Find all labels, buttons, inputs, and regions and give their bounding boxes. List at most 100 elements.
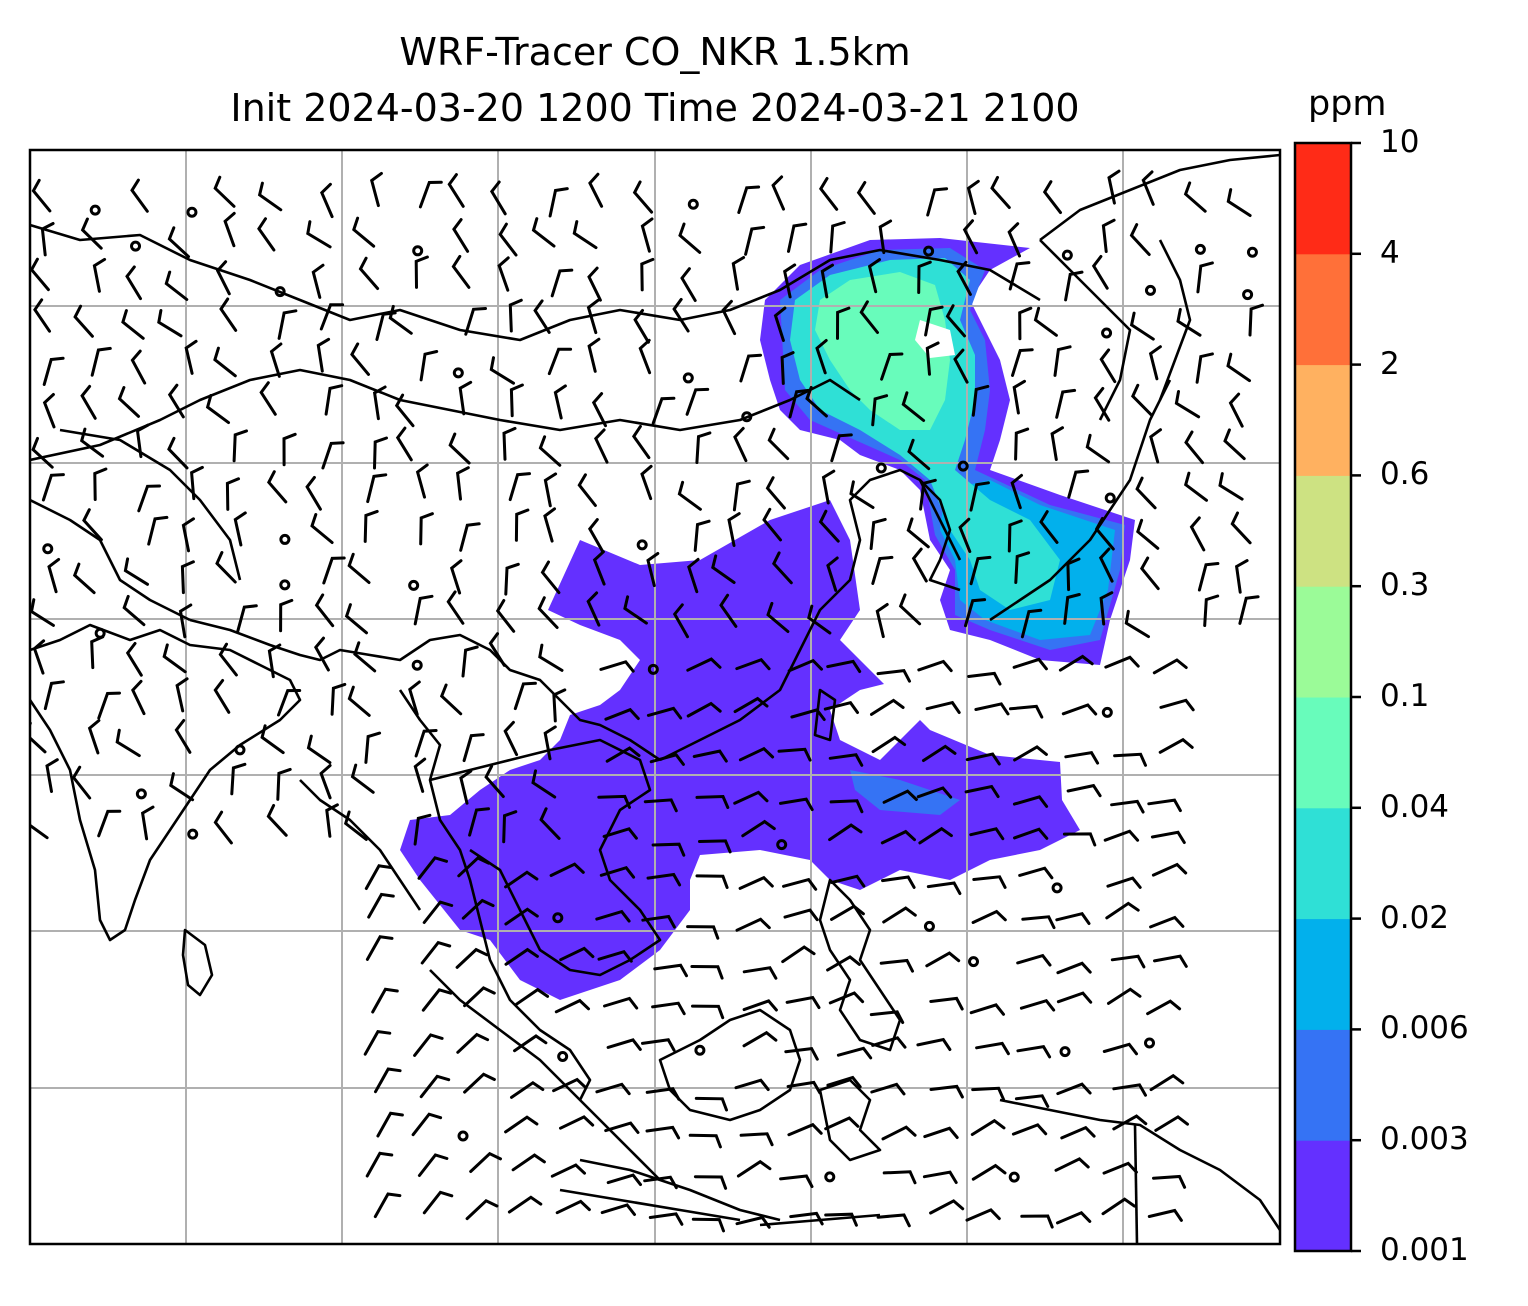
- wind-barb: [311, 263, 325, 299]
- wind-barb: [602, 827, 638, 840]
- wind-barb: [1091, 255, 1109, 290]
- wind-barb: [1226, 352, 1251, 383]
- wind-barb: [869, 517, 887, 550]
- wind-barb: [1102, 1042, 1138, 1056]
- wind-barb: [417, 1153, 449, 1177]
- wind-barb: [687, 557, 700, 594]
- wind-barb: [1112, 1083, 1147, 1097]
- wind-barb: [597, 949, 633, 963]
- plot-area: [30, 150, 1280, 1244]
- wind-barb: [807, 604, 832, 635]
- wind-barb: [1018, 866, 1054, 880]
- wind-barb: [781, 945, 816, 964]
- wind-barb: [175, 677, 189, 713]
- wind-barb: [31, 436, 54, 469]
- wind-barb: [1013, 745, 1048, 762]
- wind-barb: [692, 749, 728, 763]
- wind-barb: [971, 1086, 1005, 1101]
- wind-barb: [358, 256, 380, 290]
- wind-barb: [365, 1151, 394, 1178]
- wind-barb: [97, 691, 121, 720]
- wind-barb: [604, 707, 640, 721]
- wind-barb: [32, 639, 46, 675]
- wind-barb: [33, 298, 51, 333]
- calm-marker: [452, 367, 464, 379]
- calm-marker: [274, 286, 286, 298]
- wind-barb: [504, 907, 539, 926]
- wind-barb: [364, 731, 382, 764]
- wind-barb: [875, 603, 889, 639]
- wind-barb: [1099, 348, 1117, 384]
- wind-barb: [347, 552, 371, 584]
- wind-barb: [1085, 433, 1111, 464]
- wind-barb: [319, 764, 332, 800]
- wind-barb: [543, 725, 557, 761]
- wind-barb: [411, 1112, 443, 1137]
- wind-barb: [965, 1208, 1001, 1222]
- wind-barb: [587, 518, 605, 553]
- wind-barb: [1018, 306, 1033, 341]
- wind-barb: [787, 222, 808, 253]
- wind-barb: [826, 955, 861, 972]
- colorbar-segment: [1295, 143, 1351, 255]
- wind-barb: [316, 337, 331, 373]
- wind-barb: [464, 307, 487, 336]
- wind-barb: [867, 258, 881, 294]
- wind-barb: [488, 632, 506, 667]
- wind-barb: [1014, 1094, 1050, 1108]
- wind-barb: [771, 175, 785, 211]
- wind-barb: [540, 560, 561, 595]
- wind-barb: [550, 268, 574, 298]
- wind-barb: [572, 220, 598, 250]
- wind-barb: [41, 473, 65, 502]
- wind-barb: [504, 870, 539, 889]
- wind-barb: [815, 339, 828, 375]
- wind-barb: [788, 388, 810, 419]
- wind-barb: [767, 427, 790, 461]
- wind-barb: [548, 187, 569, 218]
- wind-barb: [651, 396, 676, 425]
- wind-barb: [125, 642, 143, 677]
- wind-barb: [1129, 311, 1155, 341]
- calm-marker: [1194, 243, 1206, 255]
- wind-barb: [184, 339, 198, 375]
- wind-barb: [1139, 556, 1160, 591]
- wind-barb: [1007, 222, 1021, 258]
- wind-barb: [824, 1116, 860, 1131]
- wind-barb: [257, 181, 283, 212]
- wind-barb: [363, 1029, 392, 1056]
- wind-barb: [878, 219, 893, 255]
- wind-barb: [966, 179, 980, 215]
- wind-barb: [82, 508, 103, 542]
- calm-marker: [557, 1050, 569, 1062]
- wind-barb: [213, 810, 233, 845]
- wind-barb: [325, 803, 339, 838]
- wind-barb: [306, 734, 332, 765]
- calm-marker: [1101, 706, 1113, 718]
- wind-barb: [80, 384, 97, 420]
- wind-barb: [1020, 608, 1043, 639]
- wind-barb: [414, 255, 429, 289]
- wind-barb: [678, 222, 702, 254]
- wind-barb: [741, 819, 776, 838]
- wind-barb: [484, 764, 505, 798]
- wind-barb: [830, 433, 853, 463]
- wind-barb: [784, 1046, 819, 1061]
- wind-barb: [975, 1041, 1010, 1056]
- wind-barb: [869, 1010, 905, 1024]
- wind-barb: [531, 217, 556, 248]
- wind-barb: [1149, 428, 1162, 464]
- wind-barb: [1056, 1211, 1092, 1225]
- colorbar-segment: [1295, 475, 1351, 587]
- wind-barb: [279, 598, 294, 633]
- wind-barb: [735, 657, 771, 671]
- wind-barb: [898, 593, 922, 626]
- wind-barb: [1013, 827, 1049, 840]
- wind-barb: [787, 1122, 823, 1137]
- colorbar-segment: [1295, 697, 1351, 809]
- calm-marker: [923, 920, 935, 932]
- wind-barb: [688, 1133, 722, 1149]
- wind-barb: [1066, 557, 1081, 592]
- wind-barb: [167, 436, 189, 470]
- wind-barb: [555, 1199, 591, 1215]
